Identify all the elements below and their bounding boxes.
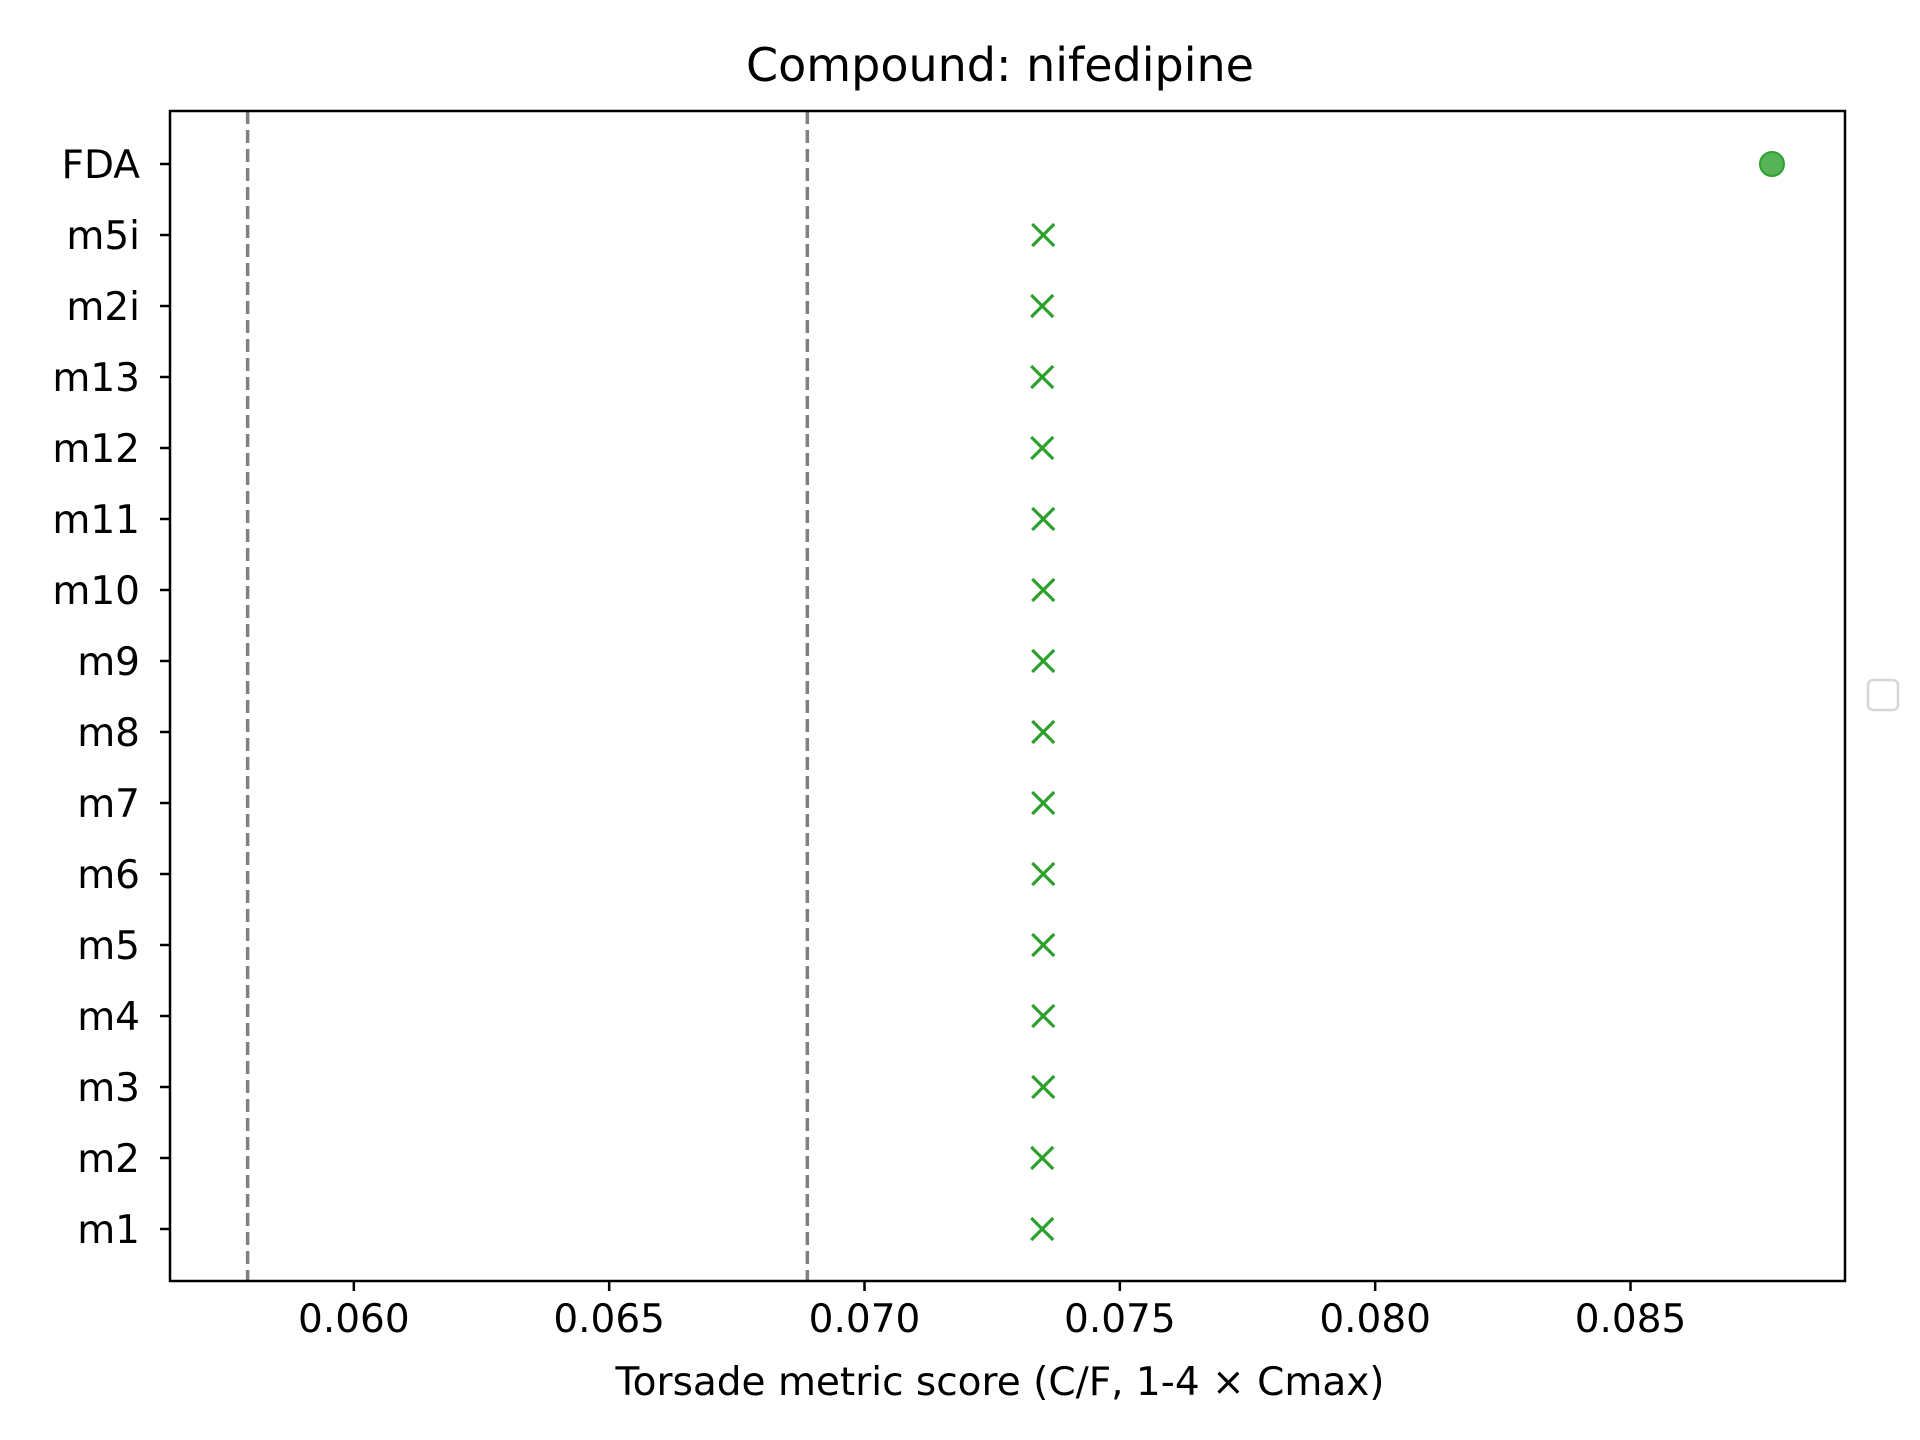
plot-area: 0.060 0.065 0.070 0.075 0.080 0.085 m1 m2 m3 m4 m5…	[52, 109, 1900, 1342]
y-tick-label-m2: m2	[77, 1137, 140, 1182]
data-point-m10	[1031, 577, 1056, 603]
legend-box	[1866, 678, 1900, 712]
y-tick-label-m10: m10	[52, 569, 140, 614]
data-point-m2i	[1030, 293, 1055, 319]
data-point-m8	[1031, 719, 1056, 745]
y-tick-label-m13: m13	[52, 356, 140, 401]
y-tick-label-m6: m6	[77, 853, 140, 898]
y-tick-label-m2i: m2i	[66, 285, 140, 330]
data-point-m13	[1030, 364, 1055, 390]
y-tick-label-m9: m9	[77, 640, 140, 685]
data-point-FDA	[1758, 151, 1785, 177]
x-tick-label: 0.060	[298, 1297, 410, 1342]
data-point-m6	[1031, 861, 1056, 887]
data-point-m5i	[1031, 222, 1056, 248]
chart-title: Compound: nifedipine	[746, 38, 1254, 92]
data-point-m4	[1031, 1003, 1056, 1029]
y-tick-label-m11: m11	[52, 498, 140, 543]
data-point-m5	[1031, 932, 1056, 958]
data-point-m9	[1031, 648, 1056, 674]
axes-frame	[168, 109, 1847, 1283]
y-tick-label-m1: m1	[77, 1208, 140, 1253]
data-point-m12	[1030, 435, 1055, 461]
y-tick-label-m3: m3	[77, 1066, 140, 1111]
y-tick-label-FDA: FDA	[62, 143, 141, 188]
data-point-m11	[1031, 506, 1056, 532]
x-tick-label: 0.065	[553, 1297, 665, 1342]
y-tick-label-m5i: m5i	[66, 214, 140, 259]
y-tick-label-m8: m8	[77, 711, 140, 756]
x-tick-label: 0.075	[1064, 1297, 1176, 1342]
x-tick-label: 0.085	[1575, 1297, 1687, 1342]
x-tick-label: 0.080	[1319, 1297, 1431, 1342]
y-tick-label-m12: m12	[52, 427, 140, 472]
x-axis-label: Torsade metric score (C/F, 1-4 × Cmax)	[614, 1360, 1384, 1405]
y-tick-label-m4: m4	[77, 995, 140, 1040]
data-point-m7	[1031, 790, 1056, 816]
x-tick-label: 0.070	[809, 1297, 921, 1342]
y-tick-label-m7: m7	[77, 782, 140, 827]
data-point-m3	[1031, 1074, 1056, 1100]
data-point-m2	[1030, 1145, 1055, 1171]
data-point-m1	[1030, 1216, 1055, 1242]
y-tick-label-m5: m5	[77, 924, 140, 969]
